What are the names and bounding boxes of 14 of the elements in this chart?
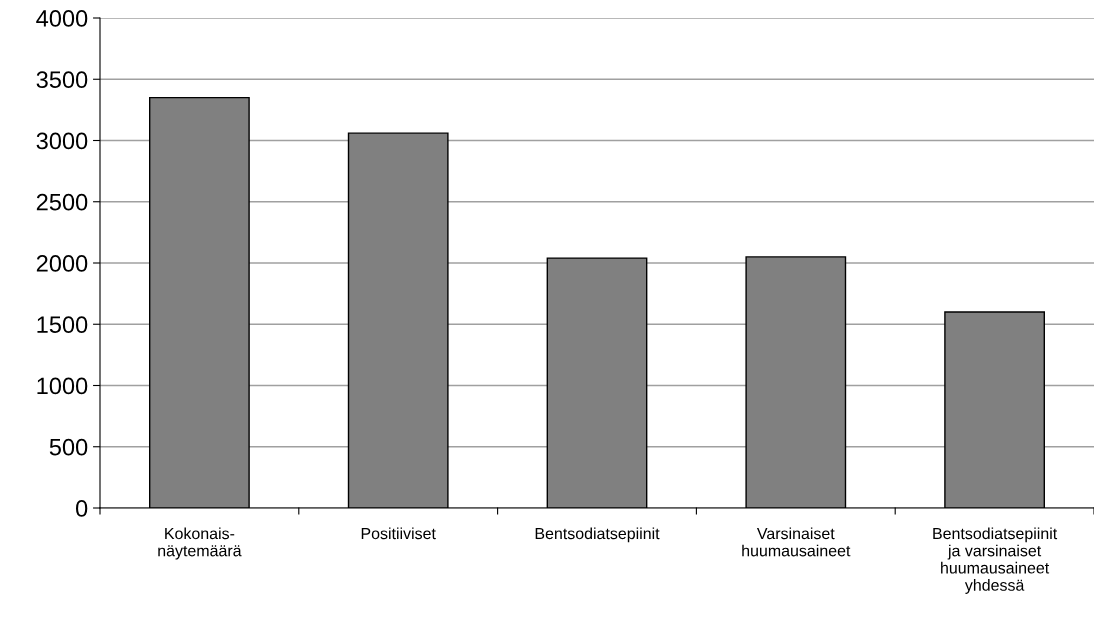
x-tick-label: Kokonais- näytemäärä — [158, 527, 242, 560]
x-tick-label: Bentsodiatsepiinit ja varsinaiset huumausaineet yhdessä — [933, 527, 1058, 594]
y-tick-label: 3500 — [36, 71, 88, 89]
y-tick-label: 2000 — [36, 255, 88, 272]
x-tick-label: Bentsodiatsepiinit — [535, 527, 660, 543]
y-tick-label: 1500 — [37, 316, 88, 334]
y-tick-label: 500 — [49, 438, 88, 456]
y-tick-label: 0 — [75, 500, 88, 517]
y-tick-label: 3000 — [36, 132, 88, 150]
x-tick-label: Positiiviset — [361, 527, 436, 540]
x-tick-label: Varsinaiset huumausaineet — [742, 527, 851, 557]
y-tick-label: 1000 — [37, 377, 88, 395]
y-tick-label: 2500 — [36, 193, 88, 211]
y-tick-label: 4000 — [36, 10, 88, 27]
